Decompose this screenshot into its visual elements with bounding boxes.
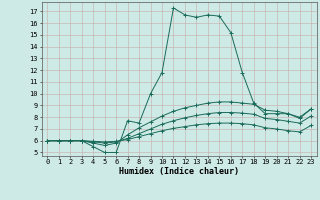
X-axis label: Humidex (Indice chaleur): Humidex (Indice chaleur) (119, 167, 239, 176)
